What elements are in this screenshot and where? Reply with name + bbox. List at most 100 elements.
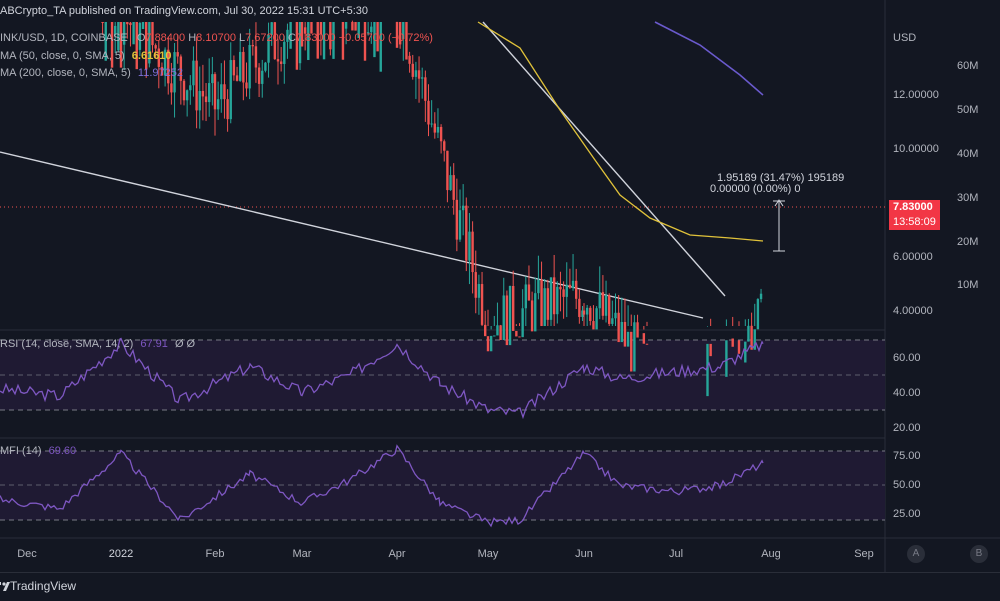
candle-body [376, 22, 379, 52]
candle-body [489, 335, 493, 352]
candle-body [145, 22, 148, 70]
candle-body [245, 82, 248, 89]
candle-body [630, 331, 633, 372]
candle-body [744, 341, 747, 363]
volume-tick-10m: 10M [957, 279, 979, 291]
auto-scale-button[interactable]: A [907, 545, 925, 563]
candle-body [436, 126, 440, 133]
lower-trendline[interactable] [0, 151, 704, 319]
price-tick-10: 10.00000 [893, 143, 939, 155]
mfi-line [0, 444, 764, 528]
candle-body [534, 293, 537, 332]
candle-body [405, 22, 408, 60]
candle-body [601, 292, 605, 316]
candle-body [424, 77, 427, 101]
candle-body [731, 338, 734, 347]
candle-body [122, 22, 126, 45]
volume-tick-60m: 60M [957, 60, 979, 72]
candle-body [484, 324, 487, 337]
candle-body [176, 52, 179, 57]
candle-body [617, 312, 620, 343]
candle-body [211, 74, 214, 84]
candle-body [604, 295, 608, 316]
candle-body [461, 205, 465, 211]
rsi-tick-40: 40.00 [893, 387, 921, 399]
ohlc-change: −0.05700 (−0.72%) [338, 32, 433, 44]
candle-body [395, 22, 399, 48]
candle-body [303, 27, 307, 34]
candle-body [633, 322, 636, 372]
candle-body [295, 22, 299, 70]
candle-body [307, 22, 310, 61]
symbol-name[interactable]: INK/USD, 1D, COINBASE [0, 32, 128, 44]
candle-body [173, 52, 176, 93]
candle-body [493, 335, 496, 337]
candle-body [119, 22, 123, 68]
time-tick-jul: Jul [668, 548, 684, 560]
tradingview-logo-icon [0, 582, 10, 591]
candle-body [725, 340, 728, 377]
candle-body [578, 298, 581, 317]
candle-body [645, 343, 649, 345]
candle-body [642, 333, 646, 344]
time-tick-feb: Feb [205, 548, 225, 560]
candle-body [195, 60, 198, 111]
ohlc-low-label: L [239, 32, 246, 44]
candle-body [546, 288, 550, 320]
candle-body [518, 336, 521, 338]
mfi-legend[interactable]: MFI (14) 69.60 [0, 445, 76, 457]
candle-body [595, 308, 598, 330]
candle-body [527, 284, 531, 301]
candle-body [310, 22, 313, 34]
candle-body [575, 280, 578, 299]
candle-body [235, 75, 239, 81]
footer-brand[interactable]: TradingView [10, 579, 77, 593]
candle-body [157, 48, 160, 67]
candle-body [192, 60, 195, 86]
measure-label-2: 0.00000 (0.00%) 0 [710, 183, 801, 195]
candle-body [319, 22, 323, 35]
mfi-label: MFI (14) [0, 445, 42, 457]
price-tick-12: 12.00000 [893, 89, 939, 101]
candle-body [300, 22, 304, 47]
ohlc-open-value: 7.88400 [145, 32, 186, 44]
candle-body [582, 310, 586, 315]
time-tick-apr: Apr [388, 548, 406, 560]
candle-body [465, 205, 468, 261]
symbol-legend: INK/USD, 1D, COINBASE O7.88400 H8.10700 … [0, 32, 433, 44]
upper-trendline[interactable] [482, 21, 726, 297]
candle-body [239, 51, 242, 81]
candle-body [170, 83, 173, 93]
candle-body [581, 310, 584, 317]
candle-body [747, 325, 750, 342]
publish-line: ABCrypto_TA published on TradingView.com… [0, 5, 369, 17]
candle-body [151, 22, 154, 46]
candle-body [565, 284, 568, 297]
candle-body [198, 90, 201, 111]
candle-body [132, 22, 135, 45]
candle-body [363, 22, 367, 61]
candle-body [750, 325, 753, 350]
sma50-legend[interactable]: MA (50, close, 0, SMA, 5) 6.61610 [0, 50, 172, 62]
candle-body [201, 90, 205, 97]
log-scale-button[interactable]: B [970, 545, 988, 563]
candle-body [455, 199, 459, 240]
candle-body [101, 22, 104, 23]
rsi-legend[interactable]: RSI (14, close, SMA, 14, 2) 67.91 Ø Ø [0, 338, 195, 350]
candle-body [322, 22, 326, 60]
candle-body [286, 29, 289, 42]
candle-body [229, 60, 232, 120]
candle-body [185, 90, 189, 101]
sma50-label: MA (50, close, 0, SMA, 5) [0, 50, 125, 62]
candle-body [141, 22, 145, 30]
candle-body [486, 336, 490, 352]
sma200-legend[interactable]: MA (200, close, 0, SMA, 5) 11.97252 [0, 67, 183, 79]
candle-body [204, 96, 208, 103]
candle-body [279, 61, 283, 64]
candle-body [505, 295, 509, 346]
candle-body [471, 231, 474, 273]
candle-body [189, 85, 192, 91]
candle-body [571, 280, 575, 288]
candle-body [329, 22, 332, 50]
